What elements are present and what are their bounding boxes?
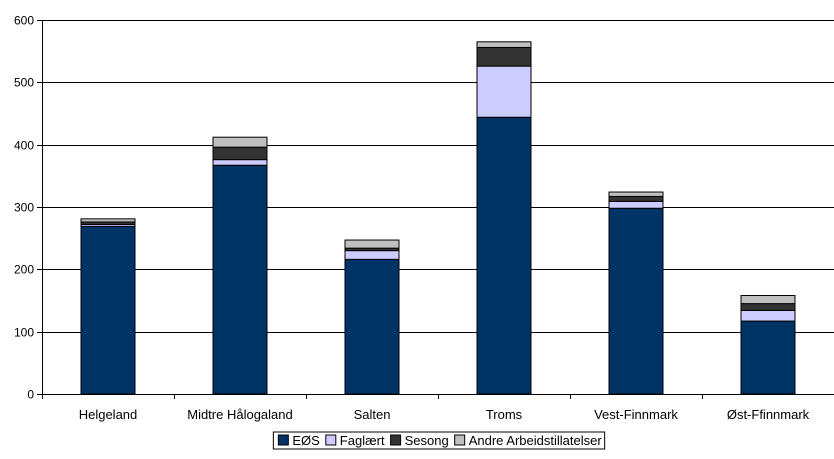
bar-segment-andre-arbeidstillatelser [80,218,136,223]
bar-segment-andre-arbeidstillatelser [740,295,796,305]
y-tick-label: 400 [14,139,34,153]
bar-segment-eøs [80,225,136,395]
bar-segment-sesong [608,195,664,202]
legend-label: Faglært [340,433,385,448]
bar-segment-eøs [608,207,664,395]
legend-label: EØS [292,433,320,448]
legend-swatch [325,434,337,446]
x-tick-label: Helgeland [79,407,138,422]
bar-segment-faglært [212,159,268,166]
bar-segment-faglært [740,309,796,322]
legend-box [272,431,606,450]
bar-segment-sesong [476,46,532,67]
legend-label: Sesong [405,433,449,448]
gridlines [42,20,834,333]
legend-swatch [277,434,289,446]
y-tick-label: 200 [14,263,34,277]
y-tick-label: 0 [27,388,34,402]
bar-segment-andre-arbeidstillatelser [212,136,268,148]
bars [80,41,796,395]
x-tick-label: Vest-Finnmark [594,407,678,422]
x-tick-label: Øst-Ffinnmark [727,407,810,422]
bar-segment-eøs [476,116,532,395]
legend-label: Andre Arbeidstillatelser [469,433,603,448]
bar-segment-eøs [344,258,400,395]
bar-segment-sesong [212,146,268,161]
legend-swatch [390,434,402,446]
x-tick-label: Midtre Hålogaland [187,407,293,422]
y-axis-tick-labels: 0 100 200 300 400 500 600 [14,14,34,402]
axes [37,20,834,399]
x-axis-tick-labels: Helgeland Midtre Hålogaland Salten Troms Ves… [79,407,810,422]
y-tick-label: 300 [14,201,34,215]
bar-segment-faglært [608,200,664,209]
bar-segment-andre-arbeidstillatelser [608,191,664,197]
y-tick-label: 100 [14,326,34,340]
bar-segment-faglært [344,250,400,260]
x-tick-label: Salten [354,407,391,422]
y-tick-label: 500 [14,76,34,90]
bar-segment-faglært [476,65,532,118]
bar-segment-andre-arbeidstillatelser [476,41,532,48]
x-tick-label: Troms [486,407,523,422]
bar-segment-andre-arbeidstillatelser [344,239,400,249]
y-tick-label: 600 [14,14,34,28]
bar-segment-sesong [740,303,796,311]
bar-segment-eøs [740,320,796,395]
legend-swatch [454,434,466,446]
bar-segment-eøs [212,164,268,395]
legend: EØS Faglært Sesong Andre Arbeidstillatelser [272,431,606,450]
